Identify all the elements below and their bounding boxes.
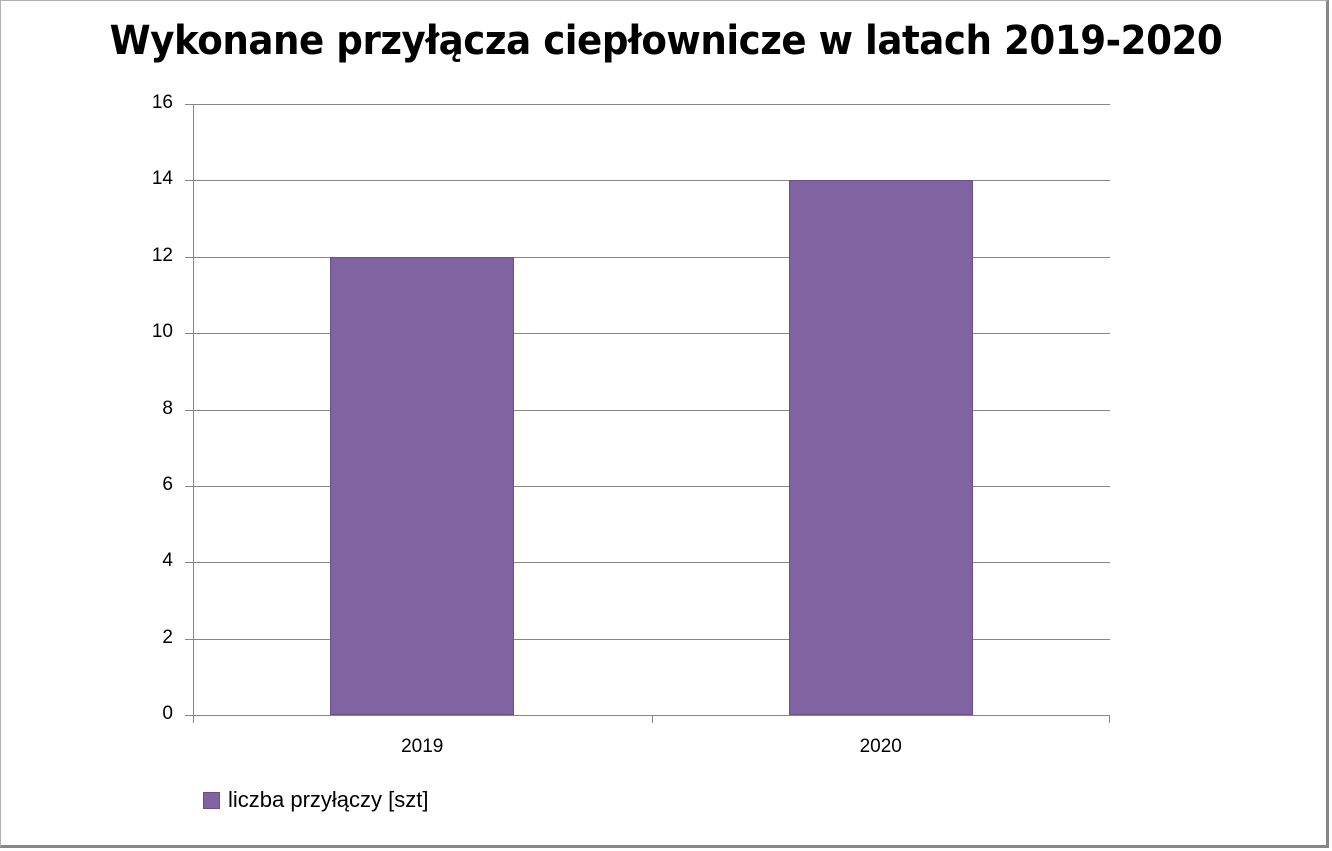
- x-tick: [1109, 715, 1110, 723]
- gridline: [185, 333, 1110, 335]
- y-tick-label: 4: [162, 550, 173, 572]
- gridline: [185, 638, 1110, 640]
- y-tick-label: 14: [151, 168, 173, 190]
- chart-title: Wykonane przyłącza ciepłownicze w latach…: [109, 18, 1223, 64]
- legend: liczba przyłączy [szt]: [203, 787, 429, 813]
- x-tick-label: 2020: [859, 736, 902, 757]
- gridline: [185, 485, 1110, 487]
- gridline: [185, 180, 1110, 182]
- plot-area: [185, 104, 1110, 723]
- y-axis-line: [193, 104, 194, 723]
- y-tick-label: 6: [162, 473, 173, 495]
- y-tick-label: 8: [162, 397, 173, 419]
- x-tick: [193, 715, 194, 723]
- y-tick-label: 0: [162, 703, 173, 724]
- y-tick-label: 10: [151, 321, 173, 343]
- x-tick-label: 2019: [401, 736, 444, 757]
- gridline: [185, 256, 1110, 258]
- legend-swatch: [203, 791, 220, 809]
- legend-label: liczba przyłączy [szt]: [228, 787, 429, 812]
- y-tick-label: 2: [162, 626, 173, 648]
- x-tick: [651, 715, 653, 723]
- y-tick-label: 12: [151, 244, 173, 266]
- gridline: [185, 104, 1110, 105]
- bar-2020: [788, 180, 973, 715]
- gridline: [185, 715, 1110, 716]
- bar-2019: [330, 256, 515, 715]
- y-tick-label: 16: [151, 92, 173, 113]
- gridline: [185, 409, 1110, 411]
- gridline: [185, 562, 1110, 564]
